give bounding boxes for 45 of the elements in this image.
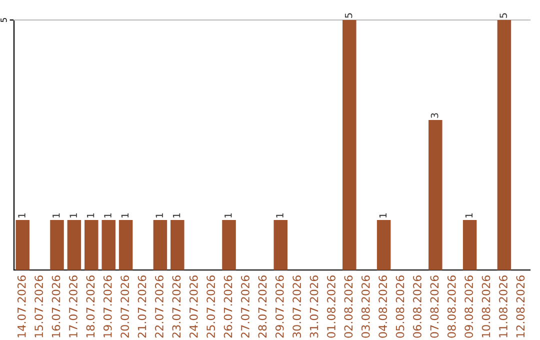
data-label: 1 xyxy=(172,213,180,218)
x-tick-label: 30.07.2026 xyxy=(292,276,302,338)
data-label: 1 xyxy=(156,213,163,218)
data-label: 1 xyxy=(276,213,284,218)
x-tick-label: 21.07.2026 xyxy=(138,276,146,338)
x-tick-label: 04.08.2026 xyxy=(378,276,388,338)
x-tick-label: 15.07.2026 xyxy=(34,276,44,338)
x-tick-label: 20.07.2026 xyxy=(120,276,130,338)
data-label: 1 xyxy=(224,213,232,218)
x-tick-label: 12.08.2026 xyxy=(516,276,525,338)
x-tick-label: 16.07.2026 xyxy=(52,276,60,338)
data-label: 1 xyxy=(86,213,94,218)
x-tick-label: 01.08.2026 xyxy=(327,276,336,338)
data-label: 1 xyxy=(70,213,77,218)
x-tick-label: 27.07.2026 xyxy=(241,276,250,338)
x-tick-label: 07.08.2026 xyxy=(430,276,439,338)
x-tick-label: 03.08.2026 xyxy=(361,276,370,338)
data-label: 1 xyxy=(18,213,26,218)
x-tick-label: 06.08.2026 xyxy=(413,276,422,338)
x-tick-label: 28.07.2026 xyxy=(258,276,267,338)
x-tick-label: 25.07.2026 xyxy=(206,276,216,338)
x-tick-label: 19.07.2026 xyxy=(103,276,112,338)
data-label: 1 xyxy=(104,213,112,218)
x-tick-label: 29.07.2026 xyxy=(275,276,284,338)
data-label: 1 xyxy=(52,213,60,218)
data-label: 1 xyxy=(379,213,386,218)
x-tick-label: 08.08.2026 xyxy=(447,276,456,338)
x-tick-label: 02.08.2026 xyxy=(344,276,353,338)
x-tick-label: 22.07.2026 xyxy=(155,276,164,338)
data-label: 5 xyxy=(344,13,352,18)
x-tick-label: 05.08.2026 xyxy=(396,276,404,338)
data-label: 3 xyxy=(430,113,438,118)
x-tick-label: 24.07.2026 xyxy=(189,276,198,338)
x-tick-label: 18.07.2026 xyxy=(86,276,95,338)
x-tick-label: 17.07.2026 xyxy=(69,276,78,338)
data-label: 1 xyxy=(465,213,472,218)
x-tick-label: 26.07.2026 xyxy=(224,276,232,338)
x-tick-label: 11.08.2026 xyxy=(499,276,508,338)
data-label: 5 xyxy=(500,13,508,18)
data-label: 1 xyxy=(121,213,128,218)
x-tick-label: 09.08.2026 xyxy=(464,276,474,338)
x-tick-label: 14.07.2026 xyxy=(17,276,26,338)
x-tick-label: 31.07.2026 xyxy=(310,276,318,338)
x-tick-label: 10.08.2026 xyxy=(482,276,490,338)
x-tick-label: 23.07.2026 xyxy=(172,276,181,338)
